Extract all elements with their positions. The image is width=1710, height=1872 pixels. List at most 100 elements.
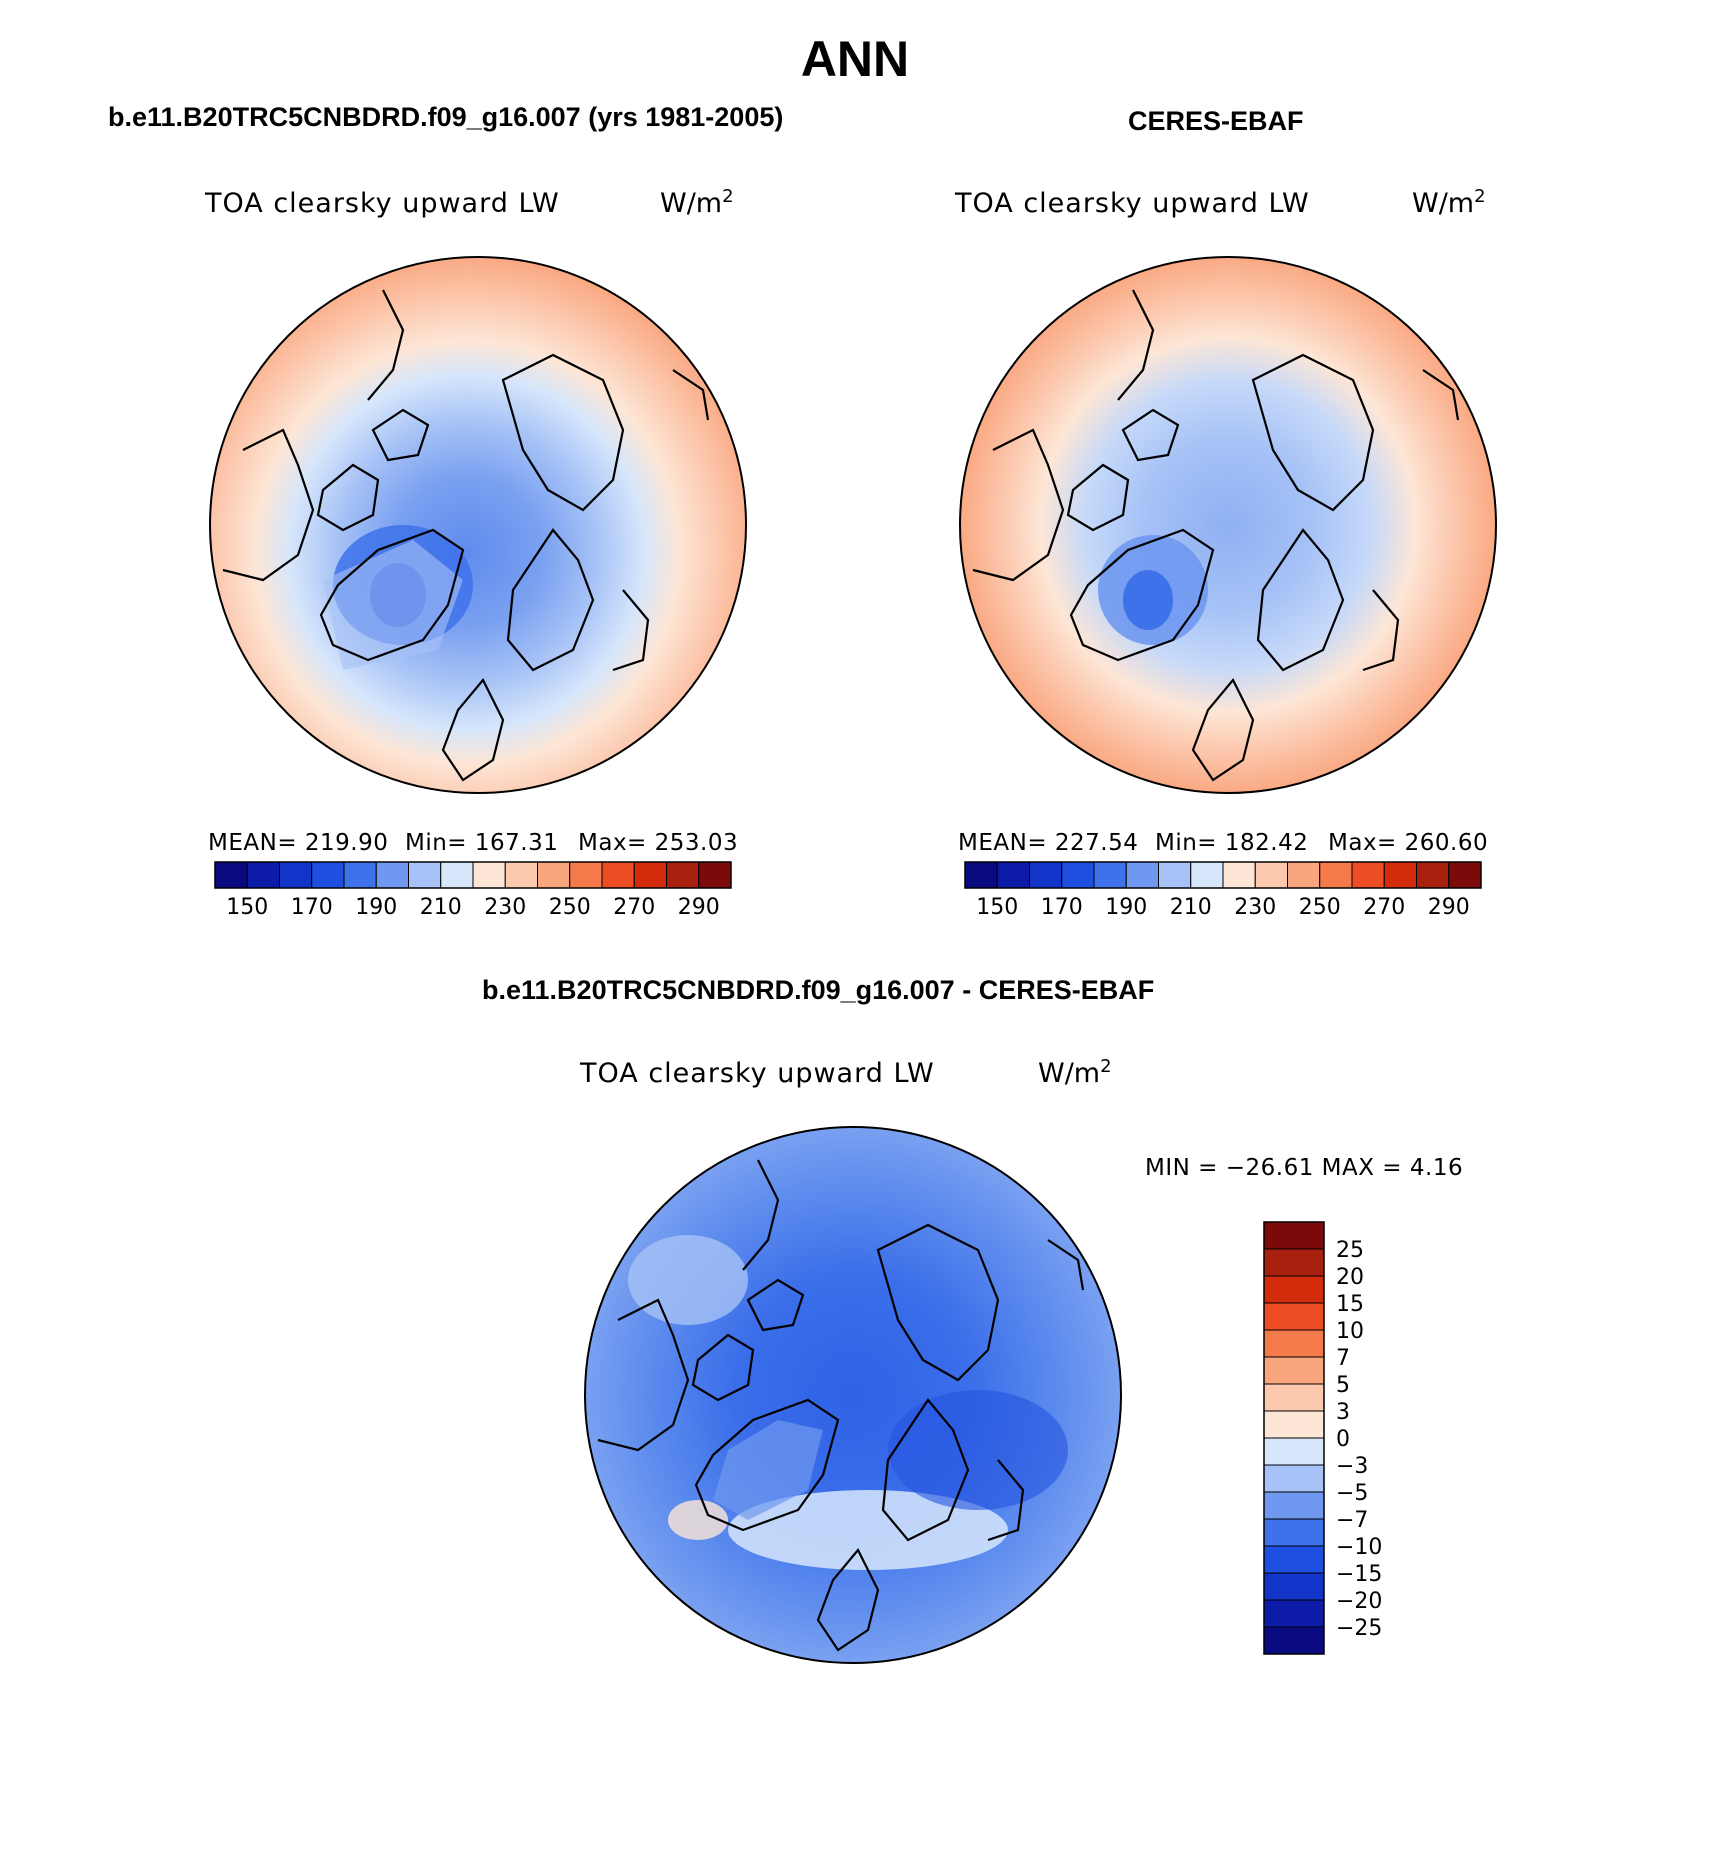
obs-colorbar-tick-label: 190 xyxy=(1105,895,1147,920)
obs-colorbar-swatch xyxy=(996,861,1030,889)
diff-colorbar-swatch xyxy=(1263,1221,1325,1250)
obs-colorbar-swatch xyxy=(1448,861,1482,889)
obs-colorbar-tick-label: 290 xyxy=(1428,895,1470,920)
model-colorbar-swatch xyxy=(601,861,635,889)
obs-min-stat: Min= 182.42 xyxy=(1155,830,1309,856)
diff-minmax-stat: MIN = −26.61 MAX = 4.16 xyxy=(1145,1155,1464,1181)
obs-colorbar-tick-label: 230 xyxy=(1234,895,1276,920)
diff-colorbar-tick-label: −3 xyxy=(1336,1454,1368,1479)
diff-colorbar-swatch xyxy=(1263,1464,1325,1493)
diff-colorbar-tick-label: 10 xyxy=(1336,1319,1364,1344)
model-colorbar-swatch xyxy=(408,861,442,889)
diff-colorbar-tick-label: −5 xyxy=(1336,1481,1368,1506)
obs-unit-label: W/m2 xyxy=(1412,186,1486,219)
diff-colorbar-swatch xyxy=(1263,1302,1325,1331)
page-title: ANN xyxy=(800,31,910,87)
diff-colorbar-swatch xyxy=(1263,1599,1325,1628)
model-variable-label: TOA clearsky upward LW xyxy=(205,188,560,219)
model-colorbar-tick-label: 230 xyxy=(484,895,526,920)
obs-colorbar-swatch xyxy=(1222,861,1256,889)
diff-colorbar-swatch xyxy=(1263,1275,1325,1304)
model-colorbar-swatch xyxy=(375,861,409,889)
obs-colorbar-swatch xyxy=(1029,861,1063,889)
obs-colorbar-swatch xyxy=(1061,861,1095,889)
diff-colorbar-tick-label: 20 xyxy=(1336,1265,1364,1290)
model-panel-title: b.e11.B20TRC5CNBDRD.f09_g16.007 (yrs 198… xyxy=(108,102,784,132)
diff-colorbar-swatch xyxy=(1263,1356,1325,1385)
model-colorbar-swatch xyxy=(666,861,700,889)
diff-colorbar-swatch xyxy=(1263,1518,1325,1547)
obs-colorbar-swatch xyxy=(1158,861,1192,889)
diff-colorbar-tick-label: 7 xyxy=(1336,1346,1350,1371)
obs-max-stat: Max= 260.60 xyxy=(1328,830,1489,856)
obs-colorbar: 150 170 190 210 230 250 270 290 xyxy=(964,861,1482,920)
obs-colorbar-swatch xyxy=(1416,861,1450,889)
diff-colorbar-swatch xyxy=(1263,1626,1325,1655)
model-colorbar-swatch xyxy=(569,861,603,889)
model-colorbar-swatch xyxy=(214,861,248,889)
obs-panel-title: CERES-EBAF xyxy=(1128,106,1304,136)
diff-colorbar-swatch xyxy=(1263,1572,1325,1601)
diff-variable-label: TOA clearsky upward LW xyxy=(580,1058,935,1089)
obs-mean-stat: MEAN= 227.54 xyxy=(958,830,1139,856)
model-colorbar-tick-label: 150 xyxy=(226,895,268,920)
diff-colorbar-tick-label: −15 xyxy=(1336,1562,1382,1587)
diff-colorbar-swatch xyxy=(1263,1437,1325,1466)
diff-colorbar-tick-label: −10 xyxy=(1336,1535,1382,1560)
obs-colorbar-swatch xyxy=(1190,861,1224,889)
model-colorbar-swatch xyxy=(504,861,538,889)
obs-colorbar-swatch xyxy=(964,861,998,889)
diff-colorbar-tick-label: −7 xyxy=(1336,1508,1368,1533)
model-max-stat: Max= 253.03 xyxy=(578,830,739,856)
model-colorbar-swatch xyxy=(472,861,506,889)
diff-unit-label: W/m2 xyxy=(1038,1056,1112,1089)
diff-colorbar-tick-label: 15 xyxy=(1336,1292,1364,1317)
model-colorbar-tick-label: 210 xyxy=(420,895,462,920)
model-colorbar-swatch xyxy=(537,861,571,889)
diff-colorbar-tick-label: −25 xyxy=(1336,1616,1382,1641)
obs-colorbar-swatch xyxy=(1125,861,1159,889)
model-mean-stat: MEAN= 219.90 xyxy=(208,830,389,856)
diff-colorbar-swatch xyxy=(1263,1410,1325,1439)
model-polar-map xyxy=(209,256,747,794)
model-colorbar-tick-label: 170 xyxy=(291,895,333,920)
diff-colorbar-tick-label: 5 xyxy=(1336,1373,1350,1398)
model-colorbar-tick-label: 290 xyxy=(678,895,720,920)
diff-colorbar-swatch xyxy=(1263,1248,1325,1277)
model-colorbar-tick-label: 190 xyxy=(355,895,397,920)
model-colorbar-swatch xyxy=(246,861,280,889)
diff-colorbar-swatch xyxy=(1263,1383,1325,1412)
obs-colorbar-swatch xyxy=(1351,861,1385,889)
obs-variable-label: TOA clearsky upward LW xyxy=(955,188,1310,219)
model-colorbar-swatch xyxy=(311,861,345,889)
diff-colorbar-swatch xyxy=(1263,1329,1325,1358)
diff-colorbar-tick-label: 25 xyxy=(1336,1238,1364,1263)
obs-colorbar-swatch xyxy=(1319,861,1353,889)
model-colorbar-tick-label: 250 xyxy=(549,895,591,920)
diff-colorbar-swatch xyxy=(1263,1491,1325,1520)
obs-polar-map xyxy=(959,256,1497,794)
obs-colorbar-tick-label: 150 xyxy=(976,895,1018,920)
model-min-stat: Min= 167.31 xyxy=(405,830,559,856)
diff-colorbar-tick-label: −20 xyxy=(1336,1589,1382,1614)
obs-colorbar-tick-label: 250 xyxy=(1299,895,1341,920)
model-unit-label: W/m2 xyxy=(660,186,734,219)
diff-colorbar-tick-label: 3 xyxy=(1336,1400,1350,1425)
obs-colorbar-swatch xyxy=(1383,861,1417,889)
model-colorbar-swatch xyxy=(279,861,313,889)
obs-colorbar-swatch xyxy=(1254,861,1288,889)
model-colorbar-tick-label: 270 xyxy=(613,895,655,920)
model-colorbar: 150 170 190 210 230 250 270 290 xyxy=(214,861,732,920)
obs-colorbar-swatch xyxy=(1287,861,1321,889)
diff-colorbar-tick-label: 0 xyxy=(1336,1427,1350,1452)
obs-colorbar-tick-label: 170 xyxy=(1041,895,1083,920)
obs-colorbar-tick-label: 270 xyxy=(1363,895,1405,920)
obs-colorbar-tick-label: 210 xyxy=(1170,895,1212,920)
diff-panel-title: b.e11.B20TRC5CNBDRD.f09_g16.007 - CERES-… xyxy=(482,975,1155,1005)
diff-colorbar-swatch xyxy=(1263,1545,1325,1574)
model-colorbar-swatch xyxy=(440,861,474,889)
model-colorbar-swatch xyxy=(698,861,732,889)
diff-polar-map xyxy=(584,1126,1122,1664)
model-colorbar-swatch xyxy=(633,861,667,889)
